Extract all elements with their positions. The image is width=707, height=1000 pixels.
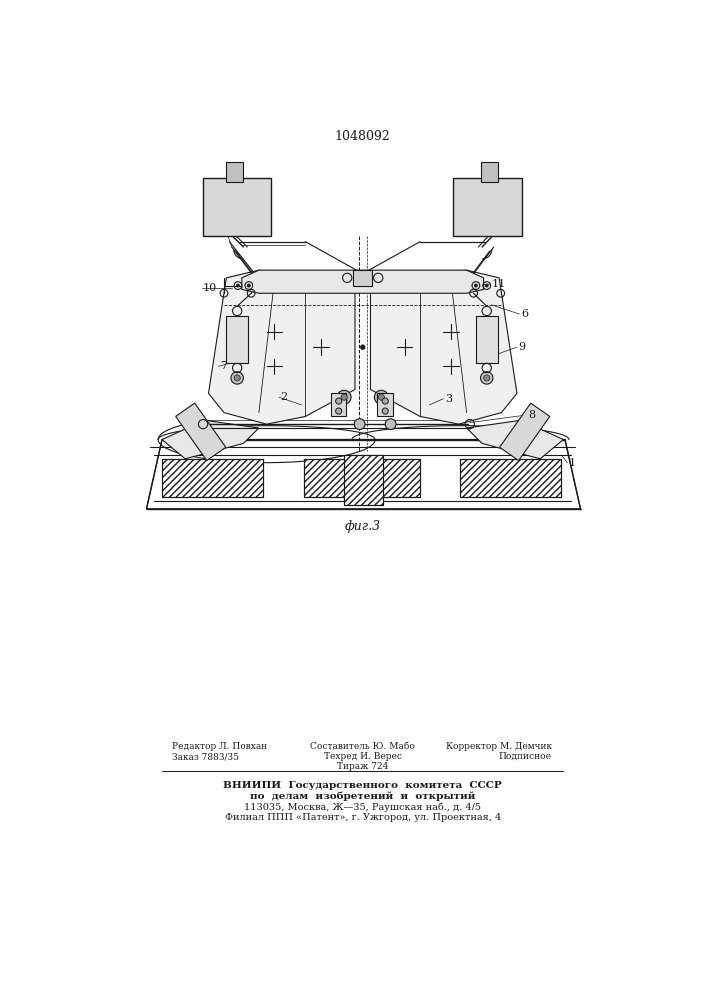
Circle shape xyxy=(385,419,396,430)
Text: 2: 2 xyxy=(281,392,288,402)
Polygon shape xyxy=(242,270,484,293)
Bar xyxy=(331,393,346,416)
Text: 1: 1 xyxy=(569,458,576,468)
Circle shape xyxy=(341,394,347,400)
Polygon shape xyxy=(500,403,550,461)
Text: Подписное: Подписное xyxy=(499,752,552,761)
Text: 8: 8 xyxy=(529,410,536,420)
Bar xyxy=(476,316,498,363)
Circle shape xyxy=(336,408,341,414)
Text: Заказ 7883/35: Заказ 7883/35 xyxy=(172,752,239,761)
Text: 7: 7 xyxy=(220,361,227,371)
Text: Техред И. Верес: Техред И. Верес xyxy=(324,752,402,761)
Polygon shape xyxy=(370,270,517,424)
Polygon shape xyxy=(175,403,226,461)
Bar xyxy=(304,459,420,497)
Text: по  делам  изобретений  и  открытий: по делам изобретений и открытий xyxy=(250,791,475,801)
Text: 3: 3 xyxy=(445,394,452,404)
Text: Редактор Л. Повхан: Редактор Л. Повхан xyxy=(172,742,267,751)
Text: Корректор М. Демчик: Корректор М. Демчик xyxy=(446,742,552,751)
Polygon shape xyxy=(162,420,259,459)
Text: Составитель Ю. Мабо: Составитель Ю. Мабо xyxy=(310,742,415,751)
Circle shape xyxy=(374,390,388,404)
Bar xyxy=(226,162,243,182)
Bar xyxy=(203,178,271,235)
Bar xyxy=(460,459,561,497)
Text: ВНИИПИ  Государственного  комитета  СССР: ВНИИПИ Государственного комитета СССР xyxy=(223,781,502,790)
Bar xyxy=(354,270,372,286)
Circle shape xyxy=(234,375,240,381)
Bar xyxy=(304,459,420,497)
Circle shape xyxy=(361,345,365,349)
Circle shape xyxy=(474,284,477,287)
Circle shape xyxy=(485,284,489,287)
Text: 113035, Москва, Ж—35, Раушская наб., д. 4/5: 113035, Москва, Ж—35, Раушская наб., д. … xyxy=(244,802,481,812)
Bar xyxy=(344,455,383,505)
Circle shape xyxy=(247,284,250,287)
Circle shape xyxy=(354,419,365,430)
Circle shape xyxy=(231,372,243,384)
Circle shape xyxy=(236,284,240,287)
Polygon shape xyxy=(146,440,580,509)
Bar xyxy=(226,316,248,363)
Polygon shape xyxy=(467,420,563,459)
Text: 11: 11 xyxy=(491,279,506,289)
Circle shape xyxy=(484,375,490,381)
Bar xyxy=(162,459,263,497)
Bar xyxy=(162,459,263,497)
Circle shape xyxy=(382,408,388,414)
Circle shape xyxy=(481,372,493,384)
Bar xyxy=(344,455,383,505)
Text: 10: 10 xyxy=(203,283,217,293)
Circle shape xyxy=(337,390,351,404)
Text: Филиал ППП «Патент», г. Ужгород, ул. Проектная, 4: Филиал ППП «Патент», г. Ужгород, ул. Про… xyxy=(225,813,501,822)
Bar xyxy=(453,178,522,235)
Text: 9: 9 xyxy=(518,342,525,352)
Circle shape xyxy=(382,398,388,404)
Circle shape xyxy=(378,394,385,400)
Bar xyxy=(378,393,393,416)
Text: Тираж 724: Тираж 724 xyxy=(337,762,388,771)
Bar xyxy=(460,459,561,497)
Bar xyxy=(481,162,498,182)
Polygon shape xyxy=(209,270,355,424)
Text: фиг.3: фиг.3 xyxy=(345,520,381,533)
Text: 1048092: 1048092 xyxy=(335,130,390,143)
Text: 6: 6 xyxy=(521,309,528,319)
Circle shape xyxy=(336,398,341,404)
